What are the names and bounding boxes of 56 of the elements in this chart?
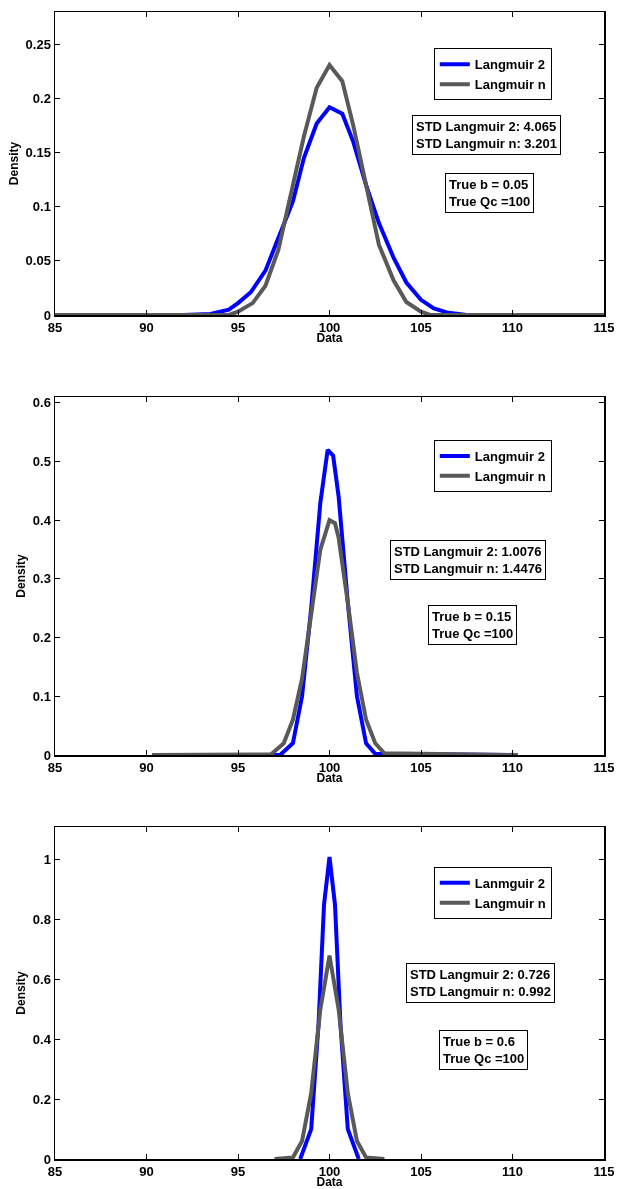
x-tick-label: 105 [410, 1164, 432, 1180]
x-tick-label: 105 [410, 320, 432, 336]
x-tick-label: 90 [139, 320, 154, 336]
x-tick-label: 105 [410, 760, 432, 776]
x-tick-label: 115 [593, 760, 615, 776]
y-tick-label: 0 [43, 307, 51, 323]
y-tick-label: 0.25 [25, 37, 51, 53]
y-tick-label: 0.3 [32, 571, 51, 587]
annotation: True b = 0.05 True Qc =100 [449, 177, 531, 209]
y-tick-label: 0.8 [32, 912, 51, 928]
x-tick-label: 110 [502, 760, 523, 776]
x-tick-label: 90 [139, 760, 154, 776]
y-tick-label: 0.1 [32, 199, 51, 215]
y-tick-label: 0.15 [25, 145, 51, 161]
y-tick-label: 0.6 [32, 972, 51, 988]
legend-label: Langmuir n [474, 895, 546, 911]
x-tick-label: 85 [47, 1164, 63, 1180]
y-tick-label: 0.2 [32, 1091, 51, 1107]
annotation: STD Langmuir 2: 4.065 STD Langmuir n: 3.201 [416, 119, 557, 151]
x-tick-label: 95 [230, 320, 246, 336]
x-tick-label: 110 [502, 1164, 523, 1180]
x-axis-title: Data [316, 771, 343, 785]
x-tick-label: 110 [502, 320, 523, 336]
legend-label: Langmuir 2 [474, 57, 545, 73]
y-tick-label: 1 [43, 852, 51, 868]
y-axis-title: Density [7, 141, 22, 186]
y-tick-label: 0.4 [32, 1031, 52, 1047]
y-tick-label: 0.05 [25, 253, 51, 269]
x-tick-label: 95 [230, 1164, 246, 1180]
legend-label: Langmuir n [474, 468, 546, 484]
legend-label: Langmuir n [474, 77, 546, 93]
x-tick-label: 115 [593, 320, 615, 336]
x-tick-label: 85 [47, 320, 63, 336]
y-tick-label: 0.4 [32, 512, 52, 528]
x-axis-title: Data [316, 331, 343, 345]
annotation: STD Langmuir 2: 0.726 STD Langmuir n: 0.992 [410, 967, 551, 999]
x-tick-label: 115 [593, 1164, 615, 1180]
x-tick-label: 95 [230, 760, 246, 776]
y-tick-label: 0.1 [32, 688, 51, 704]
annotation: True b = 0.15 True Qc =100 [432, 609, 514, 641]
legend-label: Lanmguir 2 [474, 875, 545, 891]
y-tick-label: 0.5 [32, 454, 51, 470]
x-tick-label: 90 [139, 1164, 154, 1180]
y-tick-label: 0 [43, 747, 51, 763]
y-tick-label: 0.2 [32, 630, 51, 646]
x-tick-label: 85 [47, 760, 63, 776]
y-tick-label: 0 [43, 1151, 51, 1167]
x-axis-title: Data [316, 1175, 343, 1189]
legend-label: Langmuir 2 [474, 448, 545, 464]
y-tick-label: 0.6 [32, 395, 51, 411]
line-series [272, 953, 387, 1159]
annotation: STD Langmuir 2: 1.0076 STD Langmuir n: 1.4476 [394, 544, 543, 576]
annotation: True b = 0.6 True Qc =100 [443, 1034, 525, 1066]
y-axis-title: Density [14, 554, 29, 598]
y-tick-label: 0.2 [32, 91, 51, 107]
y-axis-title: Density [14, 971, 29, 1015]
